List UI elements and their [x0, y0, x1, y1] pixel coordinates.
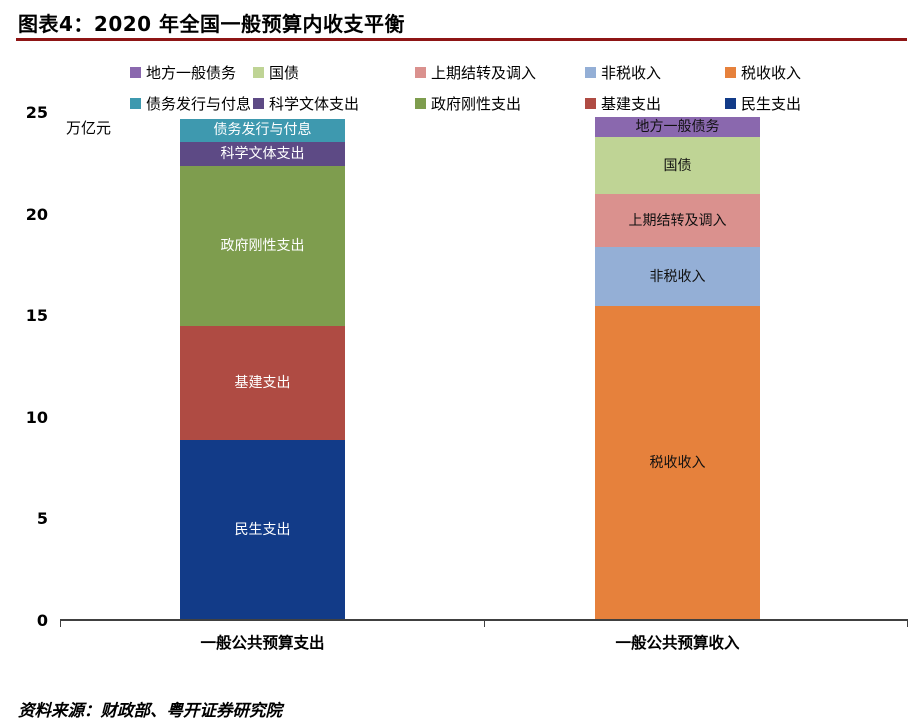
- bar-segment: 上期结转及调入: [595, 194, 760, 248]
- bar-segment-label: 地方一般债务: [635, 119, 720, 136]
- legend-swatch: [585, 98, 596, 109]
- legend-row: 债务发行与付息 科学文体支出 政府刚性支出 基建支出 民生支出: [130, 93, 801, 114]
- stacked-bar: 民生支出 基建支出 政府刚性支出 科学文体支出 债务发行与付息: [180, 119, 345, 619]
- legend-label: 国债: [269, 64, 300, 82]
- data-source-note: 资料来源：财政部、粤开证券研究院: [18, 701, 282, 720]
- legend-label: 政府刚性支出: [431, 95, 522, 113]
- bar-segment-label: 债务发行与付息: [213, 122, 312, 139]
- bar-segment: 政府刚性支出: [180, 165, 345, 327]
- legend-swatch: [253, 98, 264, 109]
- legend-label: 债务发行与付息: [146, 95, 252, 113]
- legend-item: 上期结转及调入: [415, 62, 585, 83]
- bar-segment: 税收收入: [595, 306, 760, 619]
- legend-label: 民生支出: [741, 95, 802, 113]
- legend-label: 上期结转及调入: [431, 64, 537, 82]
- legend-swatch: [725, 98, 736, 109]
- y-tick-label: 0: [36, 611, 48, 630]
- x-axis-tick: [907, 621, 908, 627]
- x-axis-tick: [60, 621, 61, 627]
- legend-swatch: [725, 67, 736, 78]
- bar-segment-label: 民生支出: [234, 521, 291, 538]
- legend-item: 民生支出: [725, 93, 801, 114]
- y-axis-unit-label: 万亿元: [66, 119, 112, 137]
- bar-segment: 非税收入: [595, 247, 760, 307]
- legend-item: 基建支出: [585, 93, 725, 114]
- legend: 地方一般债务 国债 上期结转及调入 非税收入 税收收入债务发行与付息 科学文体支出 政府刚性…: [130, 62, 801, 124]
- legend-swatch: [585, 67, 596, 78]
- legend-item: 债务发行与付息: [130, 93, 253, 114]
- bar-segment: 民生支出: [180, 440, 345, 619]
- legend-row: 地方一般债务 国债 上期结转及调入 非税收入 税收收入: [130, 62, 801, 83]
- legend-swatch: [130, 98, 141, 109]
- bar-segment-label: 政府刚性支出: [220, 238, 305, 255]
- legend-item: 税收收入: [725, 62, 801, 83]
- legend-item: 国债: [253, 62, 415, 83]
- legend-swatch: [253, 67, 264, 78]
- legend-item: 政府刚性支出: [415, 93, 585, 114]
- bar-segment-label: 科学文体支出: [220, 145, 305, 162]
- chart-title: 图表4：2020 年全国一般预算内收支平衡: [18, 12, 406, 36]
- y-tick-label: 20: [25, 204, 48, 224]
- bar-segment: 地方一般债务: [595, 117, 760, 138]
- bar-segment-label: 非税收入: [649, 268, 706, 285]
- bar-segment: 债务发行与付息: [180, 119, 345, 142]
- x-category-label: 一般公共预算支出: [200, 634, 325, 652]
- bar-segment: 基建支出: [180, 326, 345, 441]
- y-axis: 0 5 10 15 20 25: [0, 104, 50, 630]
- legend-item: 地方一般债务: [130, 62, 253, 83]
- plot-area: 万亿元 民生支出 基建支出 政府刚性支出 科学文体支出 债务发行与付息 一般公共预算支出 税…: [60, 113, 908, 652]
- legend-label: 非税收入: [601, 64, 662, 82]
- legend-swatch: [415, 67, 426, 78]
- x-axis-tick: [484, 621, 485, 627]
- title-divider-rule: [16, 38, 907, 41]
- legend-label: 基建支出: [601, 95, 662, 113]
- x-category-label: 一般公共预算收入: [615, 634, 740, 652]
- y-tick-label: 15: [25, 306, 48, 326]
- bar-segment: 国债: [595, 137, 760, 195]
- legend-item: 非税收入: [585, 62, 725, 83]
- legend-label: 税收收入: [741, 64, 802, 82]
- bar-segment-label: 国债: [663, 157, 692, 174]
- stacked-bar: 税收收入 非税收入 上期结转及调入 国债 地方一般债务: [595, 117, 760, 619]
- legend-label: 科学文体支出: [269, 95, 360, 113]
- y-tick-label: 10: [25, 407, 48, 427]
- y-tick-label: 25: [25, 103, 48, 122]
- legend-label: 地方一般债务: [146, 64, 237, 82]
- legend-swatch: [415, 98, 426, 109]
- bar-segment-label: 基建支出: [234, 375, 291, 392]
- bar-segment-label: 上期结转及调入: [628, 212, 727, 229]
- legend-item: 科学文体支出: [253, 93, 415, 114]
- legend-swatch: [130, 67, 141, 78]
- y-tick-label: 5: [36, 509, 48, 529]
- bar-segment-label: 税收收入: [649, 454, 706, 471]
- bar-segment: 科学文体支出: [180, 141, 345, 166]
